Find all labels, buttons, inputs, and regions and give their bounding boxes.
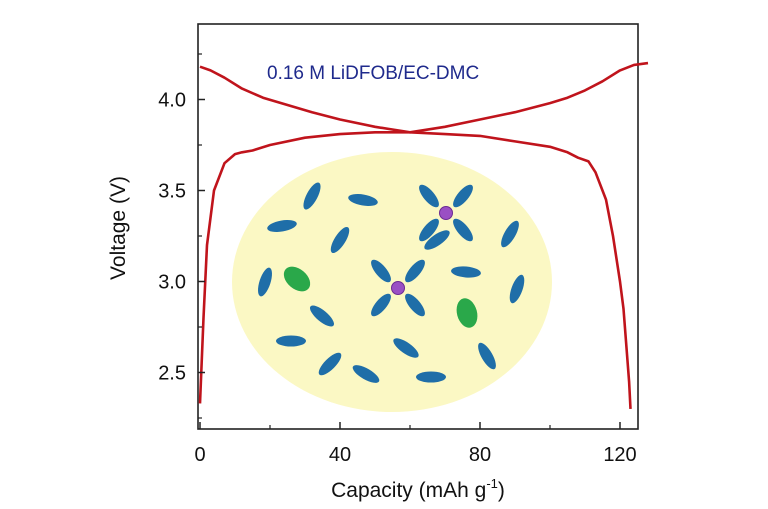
y-tick-label: 2.5 [158,363,186,385]
x-tick-label: 0 [194,444,205,466]
solvent-molecule [501,220,519,248]
solvent-molecule [267,219,297,233]
plot-frame [197,23,639,430]
y-tick-label: 3.0 [158,272,186,294]
solvent-molecule [371,259,391,283]
x-tick-label: 80 [469,444,491,466]
solvent-molecule [424,230,450,250]
x-axis-ticks: 0 40 80 120 [194,422,637,466]
x-axis-title-suffix: ) [498,479,505,502]
electrolyte-annotation: 0.16 M LiDFOB/EC-DMC [267,63,479,84]
solvation-structure-illustration [232,152,552,412]
solvent-molecule [419,218,439,242]
solvent-molecule [318,352,342,376]
solvent-molecule [405,259,425,283]
x-axis-title-main: Capacity (mAh g [331,479,486,502]
solvent-molecule [478,342,496,370]
lithium-ion [439,206,453,220]
solvent-molecule [393,338,419,358]
anion [283,266,311,292]
x-tick-label: 40 [329,444,351,466]
lithium-ion [391,281,405,295]
solvent-molecule [258,267,272,297]
solvent-molecule [303,182,321,210]
solvent-molecule [509,274,525,304]
solvent-molecule [451,266,481,278]
discharge-curve [199,61,649,134]
solvent-molecule [348,193,378,207]
solvent-molecule [276,335,306,347]
anion [456,298,478,328]
solvation-bubble [232,152,552,412]
solvent-molecule [453,184,473,208]
solvent-molecule [371,293,391,317]
x-axis-title: Capacity (mAh g-1) [331,476,505,502]
y-tick-label: 4.0 [158,90,186,112]
x-axis-title-superscript: -1 [486,476,498,491]
solvent-molecule [419,184,439,208]
solvent-molecule [453,218,473,242]
solvent-molecule [330,226,350,254]
y-axis-ticks: 2.5 3.0 3.5 4.0 [158,53,205,419]
solvent-molecule [416,371,446,383]
charge-curve [198,131,632,409]
solvent-molecule [352,365,380,383]
x-tick-label: 120 [603,444,636,466]
solvent-molecule [405,293,425,317]
y-tick-label: 3.5 [158,181,186,203]
y-axis-title: Voltage (V) [107,176,130,280]
solvent-molecule [309,305,335,327]
